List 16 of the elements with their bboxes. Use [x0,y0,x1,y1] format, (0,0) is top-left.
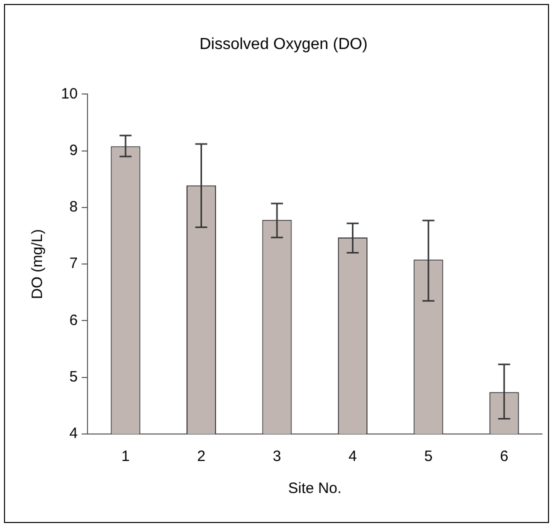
y-tick-label: 10 [60,85,78,102]
x-tick-label: 2 [197,448,206,466]
y-tick-label: 7 [69,255,78,272]
x-tick-label: 6 [500,448,508,466]
x-tick-label: 4 [348,448,357,466]
y-tick-label: 4 [69,425,78,442]
x-axis-title: Site No. [288,480,342,498]
chart-title: Dissolved Oxygen (DO) [199,36,368,54]
x-tick-label: 1 [121,448,130,466]
y-tick-label: 9 [69,142,78,159]
y-tick-label: 5 [69,368,78,386]
y-axis-title: DO (mg/L) [29,229,46,300]
x-tick-label: 5 [424,448,433,466]
x-tick-label: 3 [272,448,282,466]
y-tick-label: 8 [69,198,78,216]
y-tick-label: 6 [69,312,78,329]
